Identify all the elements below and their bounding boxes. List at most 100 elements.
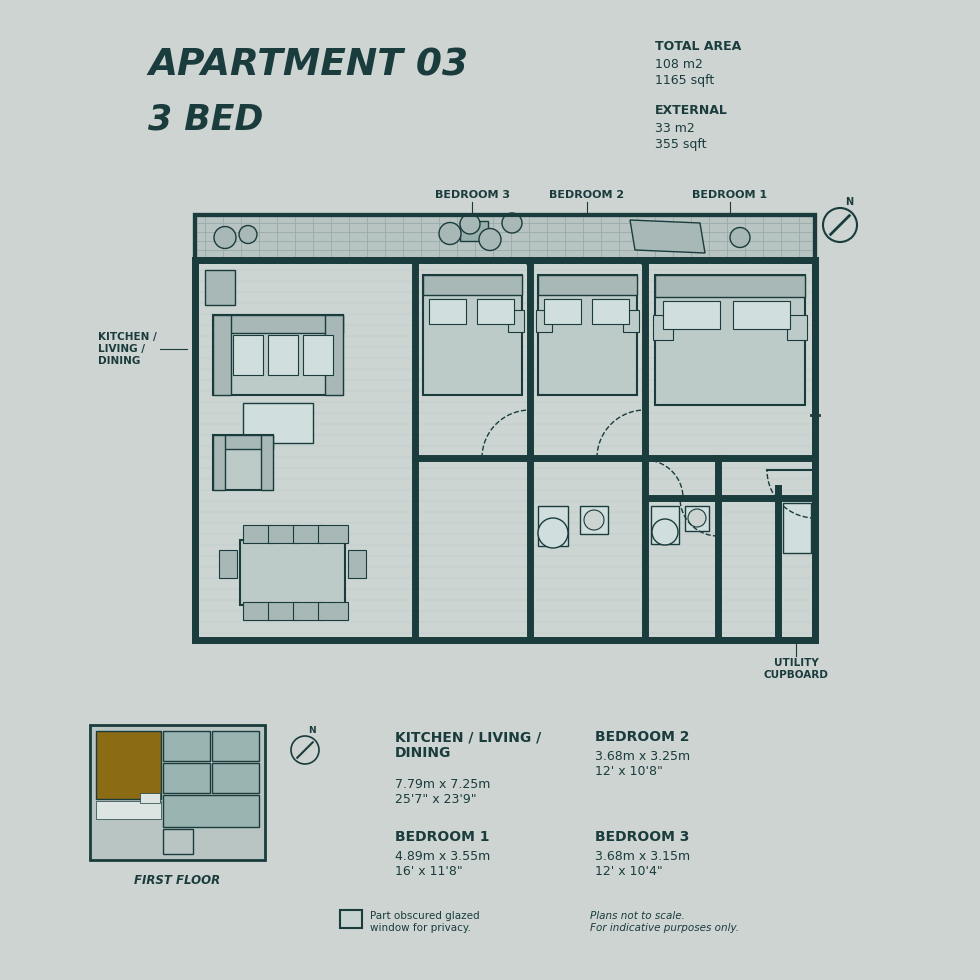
Bar [268,525,298,543]
Bar [213,435,273,490]
Bar [163,829,193,854]
Bar [477,299,514,324]
Bar [163,763,210,793]
Circle shape [502,213,522,233]
Circle shape [214,226,236,249]
Bar [195,215,815,260]
Text: BEDROOM 3: BEDROOM 3 [595,830,689,844]
Text: 33 m2: 33 m2 [655,122,695,135]
Bar [733,301,790,329]
Bar [293,525,323,543]
Bar [212,731,259,761]
Bar [340,910,362,928]
Text: BEDROOM 2: BEDROOM 2 [550,190,624,200]
Text: UTILITY
CUPBOARD: UTILITY CUPBOARD [763,658,828,679]
Bar [163,795,259,827]
Bar [140,793,160,803]
Bar [293,602,323,620]
Bar [787,315,807,340]
Text: 7.79m x 7.25m
25'7" x 23'9": 7.79m x 7.25m 25'7" x 23'9" [395,778,490,806]
Text: KITCHEN / LIVING /
DINING: KITCHEN / LIVING / DINING [395,730,541,760]
Bar [655,275,805,297]
Bar [213,315,343,395]
Bar [655,275,805,405]
Text: 4.89m x 3.55m
16' x 11'8": 4.89m x 3.55m 16' x 11'8" [395,850,490,878]
Circle shape [479,228,501,251]
Bar [325,315,343,395]
Bar [195,260,815,640]
Bar [90,725,265,860]
Bar [163,731,210,761]
Bar [423,275,522,295]
Circle shape [239,225,257,243]
Bar [429,299,466,324]
Bar [205,270,235,305]
Bar [96,801,161,819]
Text: BEDROOM 3: BEDROOM 3 [434,190,510,200]
Text: APARTMENT 03: APARTMENT 03 [148,48,468,84]
Text: 355 sqft: 355 sqft [655,138,707,151]
Text: 3 BED: 3 BED [148,102,264,136]
Bar [213,435,273,449]
Circle shape [460,214,480,234]
Text: BEDROOM 1: BEDROOM 1 [395,830,489,844]
Text: Plans not to scale.
For indicative purposes only.: Plans not to scale. For indicative purpo… [590,911,739,933]
Bar [538,275,637,295]
Bar [243,602,273,620]
Text: 1165 sqft: 1165 sqft [655,74,714,87]
Bar [544,299,580,324]
Bar [623,310,639,332]
Text: BEDROOM 2: BEDROOM 2 [595,730,690,744]
Bar [261,435,273,490]
Circle shape [730,227,750,248]
Bar [240,540,345,605]
Bar [243,403,313,443]
Bar [213,315,231,395]
Bar [268,335,298,375]
Text: N: N [308,725,316,735]
Bar [651,506,679,544]
Text: KITCHEN /
LIVING /
DINING: KITCHEN / LIVING / DINING [98,332,157,366]
Bar [212,763,259,793]
Bar [96,731,161,799]
Circle shape [652,519,678,545]
Bar [219,550,237,578]
Text: FIRST FLOOR: FIRST FLOOR [134,874,220,887]
Bar [536,310,552,332]
Bar [268,602,298,620]
Bar [685,506,709,531]
Bar [460,221,488,241]
Bar [318,602,348,620]
Bar [348,550,366,578]
Bar [538,275,637,395]
Bar [213,315,343,333]
Bar [653,315,673,340]
Circle shape [688,509,706,527]
Bar [303,335,333,375]
Circle shape [439,222,461,244]
Bar [233,335,263,375]
Bar [663,301,720,329]
Text: N: N [845,197,854,207]
Bar [783,503,811,553]
Text: TOTAL AREA: TOTAL AREA [655,40,741,53]
Bar [195,260,815,640]
Text: 3.68m x 3.15m
12' x 10'4": 3.68m x 3.15m 12' x 10'4" [595,850,690,878]
Bar [538,506,568,546]
Bar [243,525,273,543]
Bar [423,275,522,395]
Text: 108 m2: 108 m2 [655,58,703,71]
Text: 3.68m x 3.25m
12' x 10'8": 3.68m x 3.25m 12' x 10'8" [595,750,690,778]
Bar [593,299,629,324]
Bar [318,525,348,543]
Bar [213,435,225,490]
Circle shape [538,518,568,548]
Bar [580,506,608,534]
Bar [508,310,524,332]
Text: BEDROOM 1: BEDROOM 1 [693,190,767,200]
Text: Part obscured glazed
window for privacy.: Part obscured glazed window for privacy. [370,911,479,933]
Circle shape [584,510,604,530]
Text: EXTERNAL: EXTERNAL [655,104,728,117]
Polygon shape [630,220,705,253]
Bar [195,215,815,260]
